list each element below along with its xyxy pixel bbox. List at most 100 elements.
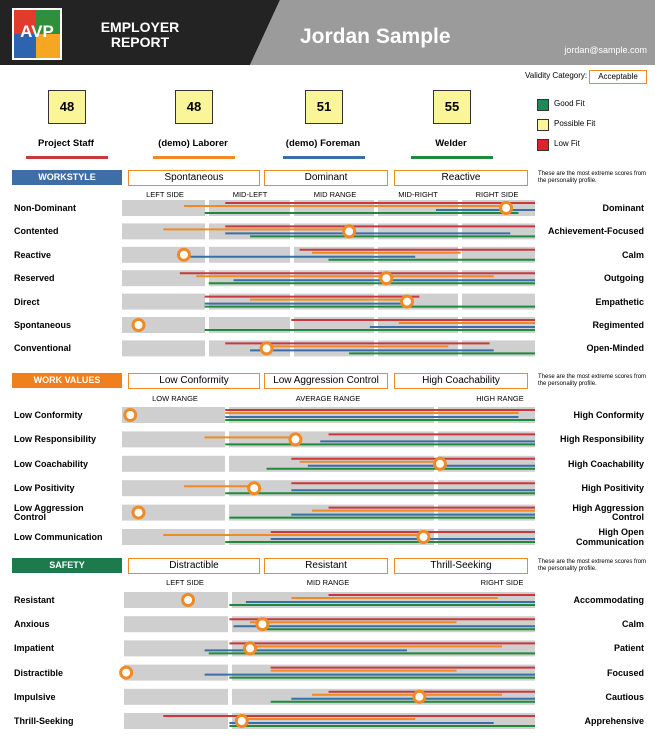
score-marker	[123, 408, 138, 422]
extreme-tag: Spontaneous	[128, 170, 260, 186]
track-segment	[122, 223, 205, 240]
left-trait: Spontaneous	[14, 320, 72, 330]
left-trait: Low Positivity	[14, 483, 75, 494]
left-trait: Reserved	[14, 273, 55, 284]
track-segment	[122, 246, 205, 263]
score-marker	[399, 294, 414, 309]
validity-label: Validity Category:	[525, 71, 588, 80]
left-trait: Low Communication	[14, 532, 103, 542]
job-color	[153, 156, 235, 159]
job-label: (demo) Foreman	[285, 138, 361, 149]
left-trait: Low Coachability	[14, 458, 89, 469]
legend-swatch	[537, 99, 549, 111]
left-trait: Impatient	[14, 643, 55, 654]
legend-swatch	[537, 139, 549, 151]
job-label: Project Staff	[38, 138, 94, 149]
score-marker	[131, 505, 146, 520]
track-segment	[122, 340, 205, 357]
candidate-name: Jordan Sample	[300, 25, 451, 48]
left-trait: Distractible	[14, 667, 64, 678]
legend-label: Possible Fit	[554, 119, 596, 128]
fit-score: 51	[305, 90, 343, 124]
scale-label: LEFT SIDE	[146, 190, 184, 199]
section-title: SAFETY	[12, 558, 122, 573]
track-segment	[124, 616, 228, 633]
right-trait: Apprehensive	[584, 716, 644, 726]
extreme-tag: Distractible	[128, 558, 260, 574]
extreme-tag: Reactive	[394, 170, 528, 186]
candidate-email: jordan@sample.com	[564, 45, 647, 55]
job-color	[283, 156, 365, 159]
right-trait: Outgoing	[604, 273, 644, 284]
extreme-tag: Low Conformity	[128, 373, 260, 389]
left-trait: Conventional	[14, 343, 72, 354]
left-trait: Non-Dominant	[14, 203, 76, 213]
logo-orange	[36, 34, 60, 58]
scale-label: LOW RANGE	[152, 394, 198, 403]
report-title: EMPLOYER REPORT	[100, 19, 180, 51]
logo-text: AVP	[20, 22, 54, 41]
score-marker	[259, 341, 274, 356]
fit-score: 48	[175, 90, 213, 124]
section-note: These are the most extreme scores from t…	[538, 171, 647, 184]
score-marker	[181, 593, 196, 607]
scale-label: MID RANGE	[306, 578, 350, 587]
extreme-tag: Low Aggression Control	[264, 373, 388, 389]
track-segment	[122, 200, 205, 216]
track-segment	[122, 293, 205, 310]
right-trait: High Positivity	[581, 483, 644, 494]
left-trait: Resistant	[14, 595, 55, 605]
fit-score: 48	[48, 90, 86, 124]
scale-label: MID-LEFT	[232, 190, 268, 199]
score-marker	[255, 617, 270, 632]
left-trait: Reactive	[14, 249, 52, 260]
right-trait: High Aggression Control	[572, 502, 644, 523]
right-trait: Dominant	[602, 203, 645, 213]
right-trait: Patient	[613, 643, 644, 654]
score-marker	[499, 201, 514, 215]
left-trait: Impulsive	[14, 691, 56, 702]
left-trait: Anxious	[14, 619, 50, 630]
track-segment	[122, 529, 225, 545]
right-trait: Calm	[621, 249, 644, 260]
extreme-tag: Resistant	[264, 558, 388, 574]
scale-label: RIGHT SIDE	[475, 190, 519, 199]
extreme-tag: High Coachability	[394, 373, 528, 389]
left-trait: Thrill-Seeking	[14, 716, 74, 726]
right-trait: Cautious	[605, 691, 644, 702]
job-label: Welder	[435, 138, 467, 149]
extreme-tag: Dominant	[264, 170, 388, 186]
header-gray	[250, 0, 655, 65]
section-note: These are the most extreme scores from t…	[538, 374, 647, 387]
track-segment	[124, 664, 228, 681]
scale-label: HIGH RANGE	[476, 394, 524, 403]
right-trait: Achievement-Focused	[547, 226, 644, 237]
score-marker	[176, 247, 191, 262]
validity-value: Acceptable	[589, 70, 647, 84]
right-trait: High Open Communication	[575, 527, 644, 547]
score-marker	[412, 689, 427, 704]
track-segment	[122, 431, 225, 448]
track-segment	[124, 688, 228, 705]
scale-label: MID-RIGHT	[398, 190, 438, 199]
section-note: These are the most extreme scores from t…	[538, 559, 647, 572]
job-label: (demo) Laborer	[158, 138, 228, 149]
scale-label: AVERAGE RANGE	[295, 394, 361, 403]
scale-label: MID RANGE	[313, 190, 357, 199]
job-color	[26, 156, 108, 159]
left-trait: Low Conformity	[14, 410, 83, 420]
scale-label: LEFT SIDE	[166, 578, 204, 587]
right-trait: Focused	[606, 667, 644, 678]
left-trait: Contented	[14, 226, 59, 237]
score-marker	[119, 665, 134, 680]
track-segment	[122, 455, 225, 472]
logo-green	[36, 10, 60, 34]
right-trait: Calm	[621, 619, 644, 630]
left-trait: Direct	[14, 296, 40, 307]
right-trait: Open-Minded	[586, 343, 645, 354]
legend-swatch	[537, 119, 549, 131]
score-marker	[433, 456, 448, 471]
logo-border	[12, 8, 62, 60]
logo-blue	[14, 34, 36, 58]
